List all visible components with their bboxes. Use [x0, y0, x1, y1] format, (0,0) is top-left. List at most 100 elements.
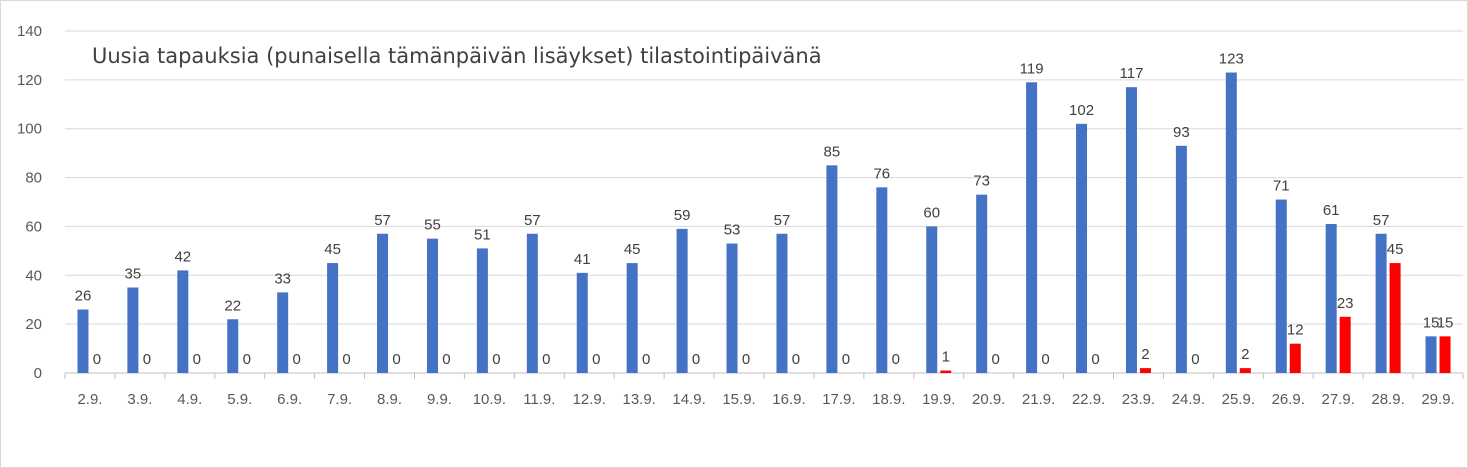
bar-blue: [377, 233, 389, 373]
x-tick-label: 8.9.: [377, 391, 402, 408]
data-label: 42: [174, 248, 191, 265]
bar-blue: [1125, 87, 1137, 373]
data-label: 1: [942, 349, 950, 366]
bar-blue: [926, 226, 938, 373]
data-label: 85: [824, 143, 841, 160]
data-label: 0: [692, 351, 700, 368]
data-label: 0: [892, 351, 900, 368]
data-label: 0: [342, 351, 350, 368]
x-tick-label: 17.9.: [822, 391, 855, 408]
y-tick-label: 60: [25, 218, 42, 235]
data-label: 57: [1373, 212, 1390, 229]
y-tick-label: 0: [34, 365, 42, 382]
data-label: 0: [992, 351, 1000, 368]
data-label: 0: [442, 351, 450, 368]
data-label: 23: [1337, 295, 1354, 312]
data-label: 76: [873, 165, 890, 182]
bar-blue: [676, 228, 688, 373]
data-label: 0: [1091, 351, 1099, 368]
x-tick-label: 16.9.: [772, 391, 805, 408]
data-label: 0: [293, 351, 301, 368]
data-label: 15: [1423, 314, 1440, 331]
data-label: 2: [1241, 346, 1249, 363]
data-label: 0: [1041, 351, 1049, 368]
x-tick-label: 28.9.: [1371, 391, 1404, 408]
bar-blue: [277, 292, 289, 373]
data-label: 119: [1020, 60, 1044, 77]
bar-blue: [576, 272, 588, 373]
bar-red: [1139, 368, 1151, 373]
data-label: 45: [324, 241, 341, 258]
bar-blue: [1375, 233, 1387, 373]
bar-blue: [1225, 72, 1237, 374]
x-tick-label: 14.9.: [672, 391, 705, 408]
data-label: 102: [1069, 102, 1094, 119]
bar-blue: [1026, 82, 1038, 374]
y-tick-label: 80: [25, 170, 42, 187]
bar-blue: [227, 319, 239, 373]
x-tick-label: 5.9.: [227, 391, 252, 408]
x-tick-label: 29.9.: [1421, 391, 1454, 408]
data-label: 0: [243, 351, 251, 368]
data-label: 55: [424, 217, 441, 234]
data-label: 15: [1437, 314, 1454, 331]
data-label: 60: [923, 204, 940, 221]
bar-blue: [976, 194, 988, 373]
x-tick-label: 2.9.: [77, 391, 102, 408]
bar-red: [1239, 368, 1251, 373]
data-label: 22: [224, 297, 241, 314]
data-label: 117: [1120, 65, 1144, 82]
x-tick-label: 26.9.: [1272, 391, 1305, 408]
x-tick-label: 23.9.: [1122, 391, 1155, 408]
x-tick-label: 9.9.: [427, 391, 452, 408]
bar-blue: [876, 187, 888, 373]
bar-blue: [526, 233, 538, 373]
bar-blue: [626, 263, 638, 373]
y-tick-label: 20: [25, 316, 42, 333]
bar-red: [1389, 263, 1401, 373]
bar-blue: [476, 248, 488, 373]
bar-blue: [426, 238, 438, 373]
data-label: 0: [143, 351, 151, 368]
data-label: 0: [542, 351, 550, 368]
y-tick-label: 40: [25, 267, 42, 284]
data-label: 71: [1273, 178, 1290, 195]
data-label: 0: [592, 351, 600, 368]
x-tick-label: 11.9.: [523, 391, 555, 408]
data-label: 57: [374, 212, 391, 229]
data-label: 0: [742, 351, 750, 368]
data-label: 0: [93, 351, 101, 368]
x-tick-label: 27.9.: [1321, 391, 1354, 408]
data-label: 26: [75, 287, 92, 304]
bar-blue: [1175, 145, 1187, 373]
data-label: 45: [1387, 241, 1404, 258]
data-label: 57: [774, 212, 791, 229]
bar-red: [940, 370, 952, 373]
x-tick-label: 22.9.: [1072, 391, 1105, 408]
bar-blue: [327, 263, 339, 373]
data-label: 2: [1141, 346, 1149, 363]
data-label: 73: [973, 173, 990, 190]
data-label: 0: [193, 351, 201, 368]
data-label: 51: [474, 226, 491, 243]
bar-red: [1289, 343, 1301, 373]
bar-blue: [1425, 336, 1437, 373]
x-tick-label: 12.9.: [573, 391, 606, 408]
data-label: 0: [1191, 351, 1199, 368]
data-label: 0: [792, 351, 800, 368]
data-label: 0: [642, 351, 650, 368]
data-label: 61: [1323, 202, 1340, 219]
chart-title: Uusia tapauksia (punaisella tämänpäivän …: [92, 44, 822, 68]
data-label: 123: [1219, 51, 1244, 68]
data-label: 0: [392, 351, 400, 368]
x-tick-label: 19.9.: [922, 391, 955, 408]
y-tick-label: 120: [17, 72, 42, 89]
x-tick-label: 25.9.: [1222, 391, 1255, 408]
bar-blue: [77, 309, 89, 373]
data-label: 41: [574, 251, 591, 268]
data-label: 93: [1173, 124, 1190, 141]
data-label: 12: [1287, 322, 1304, 339]
data-label: 59: [674, 207, 691, 224]
x-tick-label: 24.9.: [1172, 391, 1205, 408]
x-tick-label: 3.9.: [127, 391, 152, 408]
